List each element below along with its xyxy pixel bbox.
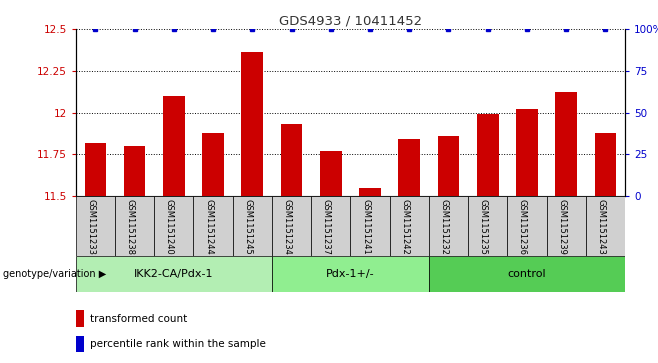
- Bar: [477, 114, 499, 196]
- Bar: [320, 151, 342, 196]
- Bar: [555, 93, 577, 196]
- Text: GSM1151240: GSM1151240: [164, 199, 174, 255]
- Text: IKK2-CA/Pdx-1: IKK2-CA/Pdx-1: [134, 269, 214, 279]
- Bar: [272, 196, 311, 256]
- Bar: [76, 336, 84, 352]
- Bar: [311, 196, 351, 256]
- Bar: [547, 196, 586, 256]
- Title: GDS4933 / 10411452: GDS4933 / 10411452: [279, 15, 422, 28]
- Bar: [468, 196, 507, 256]
- Text: GSM1151245: GSM1151245: [243, 199, 252, 255]
- Bar: [281, 124, 302, 196]
- Bar: [516, 109, 538, 196]
- Bar: [507, 196, 547, 256]
- Text: GSM1151233: GSM1151233: [86, 199, 95, 255]
- Bar: [241, 52, 263, 196]
- Text: GSM1151242: GSM1151242: [400, 199, 409, 255]
- Bar: [154, 196, 193, 256]
- Bar: [84, 143, 106, 196]
- Bar: [351, 196, 390, 256]
- Bar: [429, 196, 468, 256]
- Bar: [595, 132, 617, 196]
- Bar: [429, 256, 625, 292]
- Bar: [76, 310, 84, 327]
- Bar: [193, 196, 233, 256]
- Text: GSM1151244: GSM1151244: [204, 199, 213, 255]
- Text: GSM1151241: GSM1151241: [361, 199, 370, 255]
- Text: percentile rank within the sample: percentile rank within the sample: [90, 339, 266, 349]
- Text: genotype/variation ▶: genotype/variation ▶: [3, 269, 107, 279]
- Bar: [233, 196, 272, 256]
- Text: GSM1151236: GSM1151236: [518, 199, 527, 255]
- Text: GSM1151234: GSM1151234: [282, 199, 291, 255]
- Text: GSM1151232: GSM1151232: [440, 199, 449, 255]
- Bar: [115, 196, 154, 256]
- Bar: [76, 256, 272, 292]
- Text: control: control: [508, 269, 546, 279]
- Bar: [202, 132, 224, 196]
- Text: transformed count: transformed count: [90, 314, 188, 323]
- Bar: [272, 256, 429, 292]
- Text: GSM1151239: GSM1151239: [557, 199, 567, 255]
- Bar: [76, 196, 115, 256]
- Bar: [163, 96, 185, 196]
- Text: GSM1151238: GSM1151238: [126, 199, 134, 255]
- Bar: [390, 196, 429, 256]
- Bar: [124, 146, 145, 196]
- Bar: [399, 139, 420, 196]
- Text: GSM1151243: GSM1151243: [597, 199, 605, 255]
- Text: GSM1151237: GSM1151237: [322, 199, 331, 255]
- Text: Pdx-1+/-: Pdx-1+/-: [326, 269, 374, 279]
- Bar: [586, 196, 625, 256]
- Bar: [438, 136, 459, 196]
- Text: GSM1151235: GSM1151235: [479, 199, 488, 255]
- Bar: [359, 188, 381, 196]
